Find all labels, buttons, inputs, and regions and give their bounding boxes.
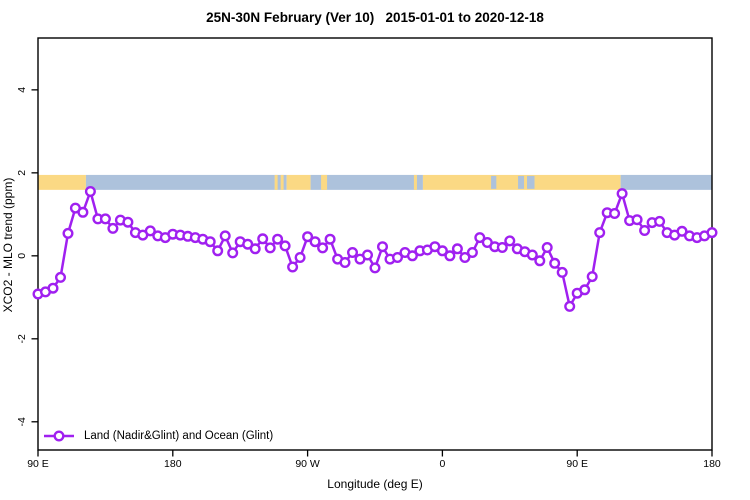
data-point-marker: [392, 251, 404, 263]
data-point-marker: [62, 227, 74, 239]
data-point-marker: [362, 249, 374, 261]
data-point-marker: [369, 262, 381, 274]
chart-title: 25N-30N February (Ver 10) 2015-01-01 to …: [206, 10, 544, 25]
data-point-marker: [219, 230, 231, 242]
data-point-marker: [84, 185, 96, 197]
land-ocean-band-segment-ocean: [85, 174, 275, 190]
band-ocean-fleck: [527, 175, 535, 189]
y-tick-label: 4: [16, 87, 28, 93]
data-point-marker: [579, 284, 591, 296]
y-tick-label: -2: [16, 334, 28, 343]
data-point-marker: [309, 236, 321, 248]
band-ocean-fleck: [518, 175, 525, 189]
data-point-marker: [526, 249, 538, 261]
data-point-marker: [436, 245, 448, 257]
data-point-marker: [347, 246, 359, 258]
y-tick-label: 0: [16, 253, 28, 259]
x-tick-label: 90 W: [295, 458, 320, 470]
data-point-marker: [654, 215, 666, 227]
band-land-fleck: [413, 174, 417, 190]
data-point-marker: [706, 227, 718, 239]
data-point-marker: [227, 247, 239, 259]
x-tick-label: 180: [703, 458, 721, 470]
data-point-marker: [144, 225, 156, 237]
data-point-marker: [272, 233, 284, 245]
data-point-marker: [444, 250, 456, 262]
data-point-marker: [212, 245, 224, 257]
band-ocean-fleck: [491, 175, 497, 189]
data-point-marker: [122, 216, 134, 228]
data-point-marker: [279, 240, 291, 252]
legend: Land (Nadir&Glint) and Ocean (Glint): [42, 428, 273, 444]
data-point-marker: [55, 271, 67, 283]
band-land-fleck: [321, 174, 328, 190]
x-tick-label: 180: [164, 458, 182, 470]
y-tick-label: 2: [16, 170, 28, 176]
data-point-marker: [549, 257, 561, 269]
data-point-marker: [47, 282, 59, 294]
data-point-marker: [639, 224, 651, 236]
data-point-marker: [459, 251, 471, 263]
data-point-marker: [339, 257, 351, 269]
plot-border: [37, 37, 713, 451]
data-point-marker: [466, 246, 478, 258]
land-ocean-band-segment-ocean: [310, 174, 423, 190]
legend-marker-icon: [44, 430, 74, 442]
data-point-marker: [99, 213, 111, 225]
data-point-marker: [564, 300, 576, 312]
data-point-marker: [264, 242, 276, 254]
data-point-marker: [324, 233, 336, 245]
x-tick-label: 90 E: [566, 458, 588, 470]
data-point-marker: [77, 206, 89, 218]
data-point-marker: [586, 271, 598, 283]
land-ocean-band-segment-ocean: [620, 174, 712, 190]
data-point-marker: [556, 266, 568, 278]
legend-entry-label: Land (Nadir&Glint) and Ocean (Glint): [84, 430, 274, 442]
data-point-marker: [616, 188, 628, 200]
data-point-marker: [534, 255, 546, 267]
y-tick-label: -4: [16, 417, 28, 426]
x-tick-label: 0: [439, 458, 445, 470]
band-land-fleck: [280, 174, 284, 190]
data-point-marker: [257, 233, 269, 245]
data-point-marker: [287, 261, 299, 273]
x-tick-label: 90 E: [27, 458, 49, 470]
data-point-marker: [676, 225, 688, 237]
data-point-marker: [594, 227, 606, 239]
data-point-marker: [302, 231, 314, 243]
data-point-marker: [249, 243, 261, 255]
data-point-marker: [504, 235, 516, 247]
y-axis-label: XCO2 - MLO trend (ppm): [1, 177, 15, 313]
data-point-marker: [406, 250, 418, 262]
data-point-marker: [609, 207, 621, 219]
data-point-marker: [107, 222, 119, 234]
land-ocean-band-segment-land: [286, 174, 311, 190]
land-ocean-band-segment-land: [38, 174, 86, 190]
data-point-marker: [496, 241, 508, 253]
data-point-marker: [377, 241, 389, 253]
data-point-marker: [204, 236, 216, 248]
data-point-marker: [631, 214, 643, 226]
x-axis-label: Longitude (deg E): [327, 477, 423, 491]
data-point-marker: [541, 241, 553, 253]
band-land-fleck: [274, 174, 278, 190]
data-point-marker: [242, 238, 254, 250]
data-point-marker: [317, 242, 329, 254]
data-point-marker: [474, 232, 486, 244]
data-point-marker: [451, 243, 463, 255]
data-point-marker: [294, 251, 306, 263]
